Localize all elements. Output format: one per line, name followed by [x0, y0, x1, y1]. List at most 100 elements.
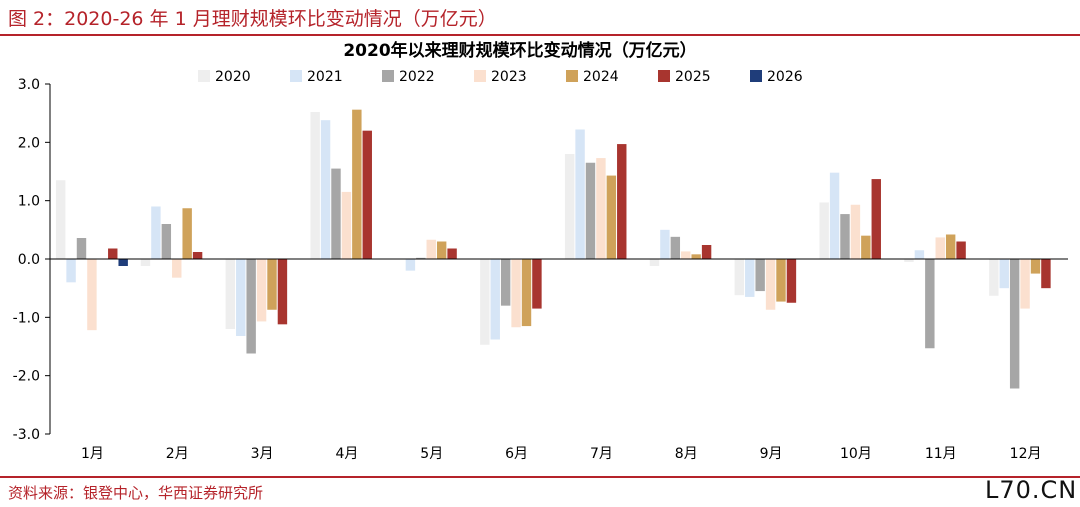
- bar-2022-12: [1009, 259, 1020, 389]
- bar-2024-3: [267, 259, 277, 310]
- bar-2025-4: [362, 130, 372, 259]
- bar-2024-8: [691, 254, 701, 259]
- y-tick-label: -3.0: [13, 427, 40, 443]
- legend-swatch-2023: [474, 70, 486, 82]
- bar-2023-5: [426, 239, 436, 259]
- x-tick-label-8: 8月: [675, 446, 698, 462]
- bar-2021-3: [236, 259, 246, 336]
- bar-2024-2: [182, 208, 192, 259]
- bar-2022-7: [585, 162, 596, 259]
- bar-2020-4: [310, 112, 320, 259]
- y-tick-label: 3.0: [18, 77, 40, 93]
- legend-label-2024: 2024: [583, 69, 619, 85]
- bar-2023-2: [172, 259, 182, 278]
- bar-2023-8: [681, 251, 691, 259]
- x-tick-label-9: 9月: [760, 446, 783, 462]
- bar-2020-8: [649, 259, 660, 266]
- y-tick-label: -2.0: [13, 369, 40, 385]
- bar-2024-5: [436, 241, 447, 259]
- bar-2024-9: [776, 259, 786, 302]
- bar-2024-6: [521, 259, 532, 327]
- bottom-divider: [0, 476, 1080, 478]
- bar-2021-12: [999, 259, 1009, 289]
- x-tick-label-7: 7月: [590, 446, 613, 462]
- watermark-text: L70.CN: [985, 476, 1078, 504]
- bar-2021-11: [914, 250, 925, 259]
- bar-2020-11: [904, 259, 914, 262]
- bar-2020-10: [819, 202, 829, 259]
- bar-chart: 2020年以来理财规模环比变动情况（万亿元） 2020 2021 2022 2023 2…: [13, 40, 1068, 462]
- bar-2026-1: [118, 259, 128, 266]
- bar-2025-10: [871, 179, 881, 259]
- bar-2021-2: [151, 206, 161, 259]
- bar-2024-10: [861, 235, 871, 259]
- bar-2020-2: [140, 259, 151, 266]
- bar-2022-4: [331, 168, 341, 259]
- bar-2025-2: [192, 252, 203, 259]
- y-axis: 3.0 2.0 1.0 0.0 -1.0 -2.0 -3.0: [13, 77, 51, 443]
- legend-label-2025: 2025: [675, 69, 711, 85]
- bar-2025-7: [617, 144, 627, 259]
- bar-2025-6: [532, 259, 542, 309]
- bar-2022-2: [161, 224, 172, 259]
- bar-2020-12: [989, 259, 999, 296]
- bar-2023-1: [87, 259, 97, 331]
- bar-2020-6: [480, 259, 490, 345]
- x-tick-label-1: 1月: [81, 446, 104, 462]
- chart-title: 2020年以来理财规模环比变动情况（万亿元）: [343, 40, 696, 61]
- bar-2021-6: [490, 259, 500, 340]
- bars-layer: [55, 109, 1051, 389]
- bar-2025-3: [277, 259, 288, 325]
- bar-2022-8: [670, 236, 681, 259]
- bar-2025-8: [701, 245, 712, 259]
- legend-label-2021: 2021: [307, 69, 343, 85]
- bar-2025-5: [447, 248, 457, 259]
- bar-2022-6: [500, 259, 511, 306]
- x-tick-label-4: 4月: [335, 446, 358, 462]
- x-tick-label-11: 11月: [925, 446, 957, 462]
- bar-2024-12: [1030, 259, 1041, 274]
- bar-2024-4: [352, 109, 362, 259]
- bar-2022-3: [246, 259, 256, 354]
- bar-2023-9: [765, 259, 776, 310]
- legend-label-2023: 2023: [491, 69, 527, 85]
- source-note: 资料来源：银登中心，华西证券研究所: [8, 484, 264, 502]
- bar-2021-7: [575, 129, 585, 259]
- legend-swatch-2025: [658, 70, 670, 82]
- x-tick-label-2: 2月: [166, 446, 189, 462]
- x-tick-label-5: 5月: [420, 446, 443, 462]
- legend-swatch-2024: [566, 70, 578, 82]
- bar-2023-4: [341, 191, 352, 259]
- bar-2020-3: [225, 259, 236, 329]
- bar-2024-7: [606, 175, 617, 259]
- bar-2022-9: [755, 259, 765, 292]
- bar-2023-12: [1020, 259, 1030, 309]
- bar-2025-1: [108, 248, 118, 259]
- legend-label-2020: 2020: [215, 69, 251, 85]
- bar-2020-7: [564, 154, 575, 259]
- bar-2022-11: [925, 259, 935, 349]
- bar-2023-10: [850, 204, 861, 259]
- chart-legend: 2020 2021 2022 2023 2024 2025 2026: [198, 69, 803, 85]
- x-tick-label-12: 12月: [1010, 446, 1042, 462]
- bar-2021-5: [405, 259, 416, 271]
- bar-2022-1: [76, 238, 87, 259]
- bar-2024-11: [945, 234, 956, 259]
- legend-swatch-2026: [750, 70, 762, 82]
- bar-2025-9: [786, 259, 797, 303]
- bar-2025-12: [1041, 259, 1051, 289]
- bar-2020-1: [55, 180, 66, 259]
- top-divider: [0, 34, 1080, 36]
- x-axis: 1月 2月 3月 4月 5月 6月 7月 8月 9月 10月 11月 12月: [50, 258, 1068, 462]
- bar-2022-10: [840, 214, 850, 259]
- bar-2021-9: [745, 259, 755, 297]
- figure-title: 图 2：2020-26 年 1 月理财规模环比变动情况（万亿元）: [8, 8, 497, 30]
- legend-label-2026: 2026: [767, 69, 803, 85]
- y-tick-label: 2.0: [18, 135, 40, 151]
- legend-label-2022: 2022: [399, 69, 435, 85]
- y-tick-label: -1.0: [13, 310, 40, 326]
- legend-swatch-2021: [290, 70, 302, 82]
- bar-2023-11: [935, 237, 945, 259]
- bar-2022-5: [416, 257, 426, 259]
- x-tick-label-10: 10月: [840, 446, 872, 462]
